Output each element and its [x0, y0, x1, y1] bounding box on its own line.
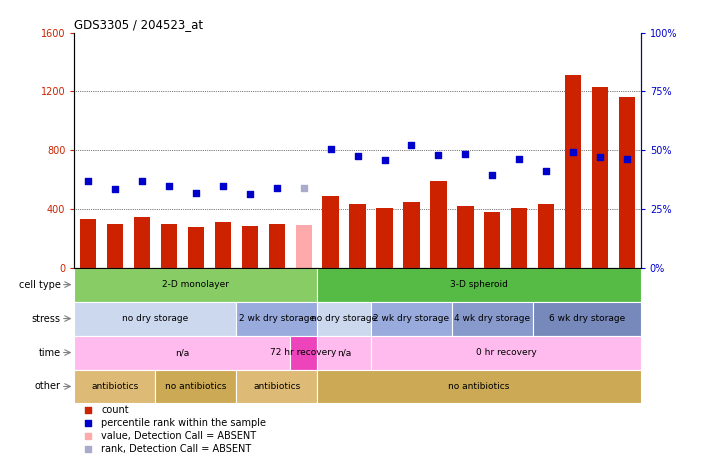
Bar: [484, 212, 501, 268]
Point: [379, 157, 390, 164]
Text: 6 wk dry storage: 6 wk dry storage: [549, 314, 625, 323]
Text: percentile rank within the sample: percentile rank within the sample: [101, 418, 266, 428]
Point: [136, 177, 147, 185]
Bar: [80, 219, 96, 268]
Text: 4 wk dry storage: 4 wk dry storage: [455, 314, 530, 323]
Point: [271, 184, 282, 191]
Bar: [457, 206, 474, 268]
Bar: [74, 268, 317, 302]
Text: stress: stress: [32, 313, 61, 324]
Point: [541, 167, 552, 174]
Bar: [377, 208, 393, 268]
Bar: [134, 217, 150, 268]
Point: [433, 152, 444, 159]
Bar: [74, 336, 290, 370]
Bar: [322, 196, 338, 268]
Bar: [188, 227, 204, 268]
Text: 3-D spheroid: 3-D spheroid: [450, 280, 508, 289]
Point: [568, 149, 579, 156]
Bar: [533, 302, 641, 336]
Bar: [511, 208, 527, 268]
Text: other: other: [35, 381, 61, 392]
Bar: [161, 224, 177, 268]
Point: [217, 182, 229, 190]
Point: [595, 153, 606, 160]
Text: time: time: [39, 347, 61, 358]
Bar: [290, 336, 317, 370]
Text: no dry storage: no dry storage: [122, 314, 188, 323]
Point: [163, 182, 174, 190]
Text: count: count: [101, 405, 129, 415]
Point: [109, 186, 120, 193]
Point: [298, 185, 309, 192]
Bar: [107, 224, 123, 268]
Text: n/a: n/a: [175, 348, 189, 357]
Bar: [592, 87, 608, 268]
Bar: [317, 370, 641, 404]
Bar: [538, 205, 554, 268]
Bar: [241, 226, 258, 268]
Bar: [404, 201, 420, 268]
Bar: [268, 224, 285, 268]
Text: antibiotics: antibiotics: [253, 382, 300, 391]
Text: no antibiotics: no antibiotics: [165, 382, 227, 391]
Point: [82, 406, 93, 414]
Point: [622, 155, 633, 163]
Text: n/a: n/a: [337, 348, 351, 357]
Text: no dry storage: no dry storage: [311, 314, 377, 323]
Text: value, Detection Call = ABSENT: value, Detection Call = ABSENT: [101, 431, 256, 441]
Text: 72 hr recovery: 72 hr recovery: [270, 348, 337, 357]
Bar: [236, 302, 317, 336]
Bar: [155, 370, 236, 404]
Bar: [236, 370, 317, 404]
Bar: [452, 302, 533, 336]
Text: 2-D monolayer: 2-D monolayer: [162, 280, 229, 289]
Bar: [371, 336, 641, 370]
Bar: [74, 370, 155, 404]
Bar: [74, 302, 236, 336]
Point: [82, 445, 93, 453]
Point: [82, 432, 93, 440]
Point: [325, 145, 336, 153]
Bar: [371, 302, 452, 336]
Text: antibiotics: antibiotics: [91, 382, 139, 391]
Bar: [317, 302, 371, 336]
Text: GDS3305 / 204523_at: GDS3305 / 204523_at: [74, 19, 203, 31]
Text: 2 wk dry storage: 2 wk dry storage: [239, 314, 314, 323]
Text: 0 hr recovery: 0 hr recovery: [476, 348, 536, 357]
Text: cell type: cell type: [19, 279, 61, 290]
Bar: [430, 181, 447, 268]
Bar: [317, 268, 641, 302]
Bar: [350, 205, 365, 268]
Point: [82, 177, 93, 185]
Bar: [215, 222, 231, 268]
Point: [406, 141, 417, 149]
Text: no antibiotics: no antibiotics: [448, 382, 510, 391]
Bar: [620, 97, 635, 268]
Text: rank, Detection Call = ABSENT: rank, Detection Call = ABSENT: [101, 444, 251, 454]
Point: [352, 152, 363, 159]
Point: [244, 191, 256, 198]
Point: [514, 155, 525, 163]
Point: [82, 419, 93, 427]
Bar: [295, 225, 312, 268]
Point: [190, 189, 201, 196]
Point: [486, 171, 498, 179]
Point: [459, 150, 471, 158]
Text: 2 wk dry storage: 2 wk dry storage: [373, 314, 450, 323]
Bar: [317, 336, 371, 370]
Bar: [565, 75, 581, 268]
